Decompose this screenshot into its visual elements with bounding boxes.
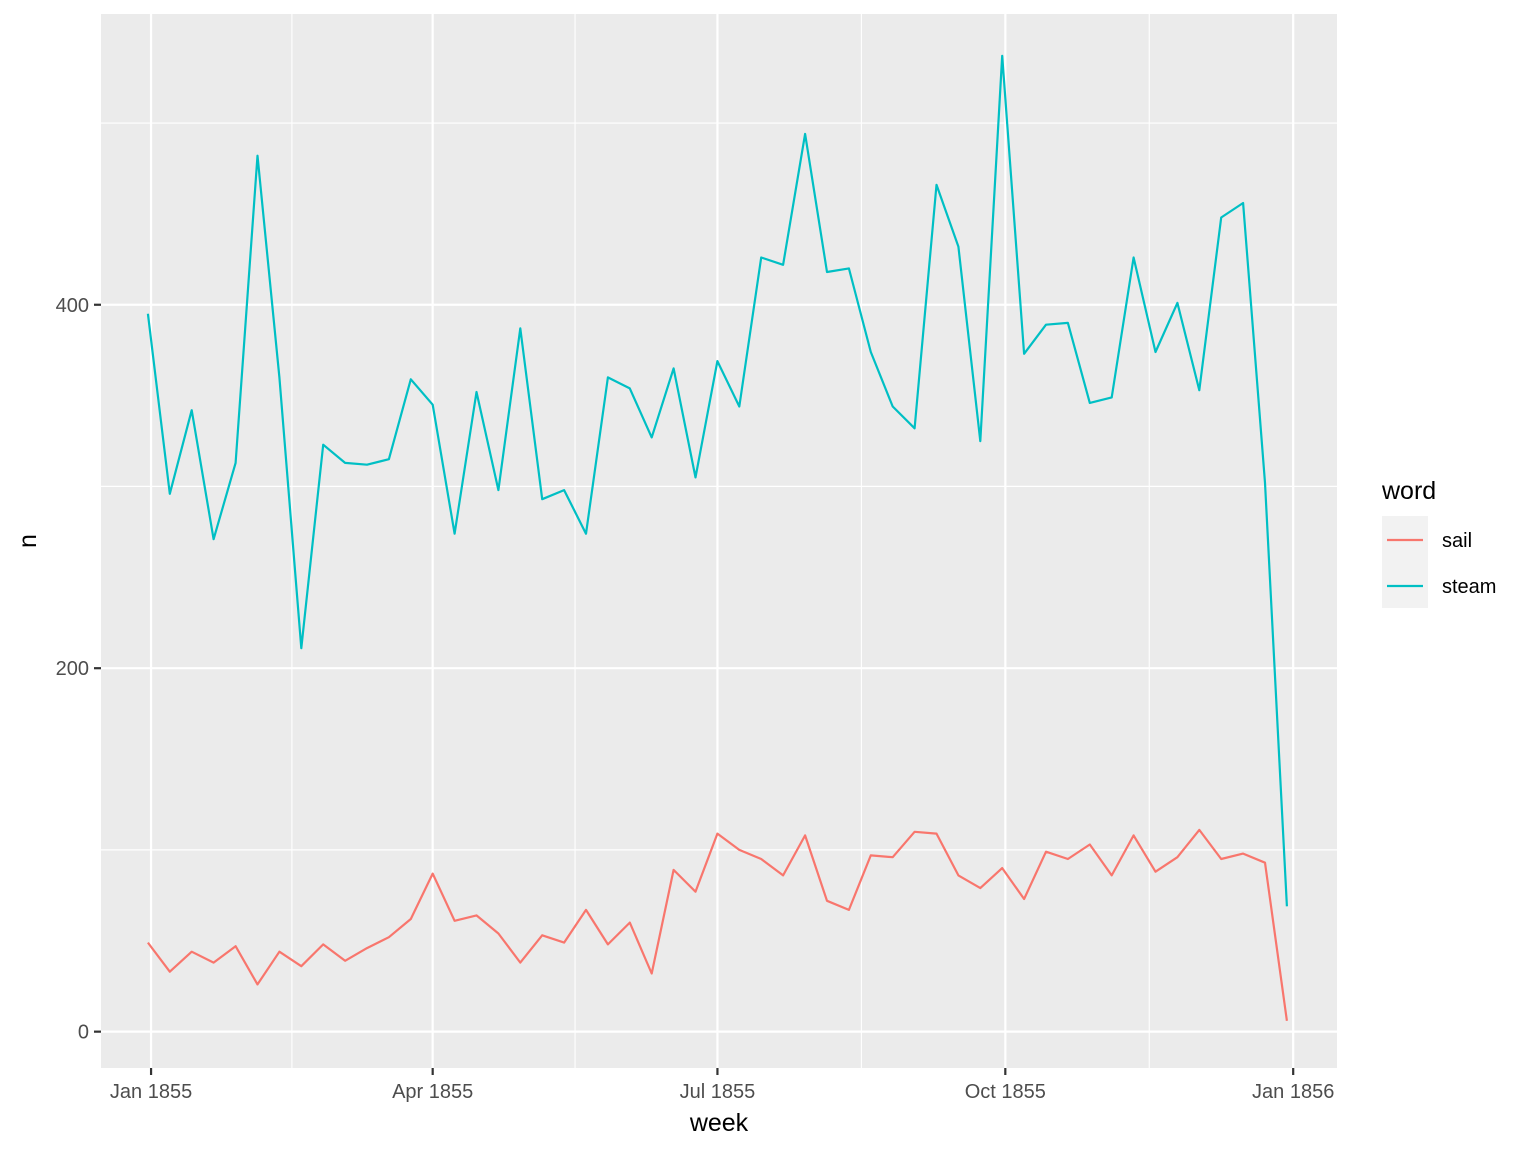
legend-title: word — [1381, 477, 1436, 505]
series-lines — [146, 54, 1288, 1021]
y-tick-label: 400 — [56, 295, 89, 317]
plot-panel — [101, 14, 1337, 1068]
x-tick-label: Jul 1855 — [680, 1081, 756, 1103]
legend-entries: sail steam — [1387, 530, 1496, 598]
y-axis: 0 200 400 — [56, 295, 101, 1044]
y-tick-label: 200 — [56, 658, 89, 680]
legend-label-sail: sail — [1442, 530, 1472, 552]
x-axis: Jan 1855 Apr 1855 Jul 1855 Oct 1855 Jan 1856 — [110, 1068, 1334, 1103]
x-tick-label: Jan 1855 — [110, 1081, 192, 1103]
x-tick-label: Oct 1855 — [965, 1081, 1046, 1103]
y-axis-title: n — [14, 534, 42, 548]
legend-label-steam: steam — [1442, 576, 1496, 598]
x-tick-label: Jan 1856 — [1252, 1081, 1334, 1103]
legend-key-background — [1382, 516, 1428, 608]
y-tick-label: 0 — [78, 1022, 89, 1044]
legend: word sail steam — [1381, 477, 1496, 608]
series-line-steam — [146, 54, 1288, 907]
x-axis-title: week — [689, 1109, 749, 1137]
x-tick-label: Apr 1855 — [392, 1081, 473, 1103]
grid-major — [101, 14, 1337, 1068]
series-line-sail — [147, 828, 1288, 1021]
